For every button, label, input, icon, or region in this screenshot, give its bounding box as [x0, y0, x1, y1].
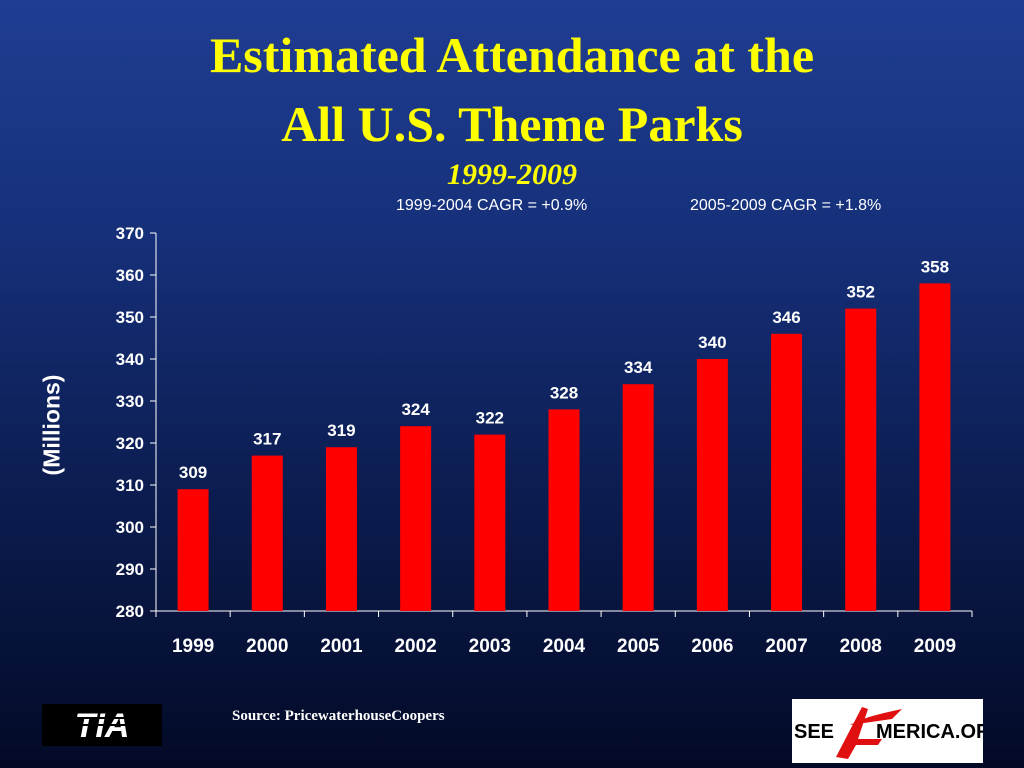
bar-2001 [325, 447, 357, 611]
x-tick-label-2004: 2004 [543, 636, 586, 657]
bar-1999 [177, 489, 209, 611]
x-tick-label-2002: 2002 [394, 636, 436, 657]
y-tick-label: 290 [116, 560, 144, 579]
bar-2005 [622, 384, 654, 611]
bar-2000 [251, 455, 283, 611]
y-tick-label: 320 [116, 434, 144, 453]
x-tick-label-2005: 2005 [617, 636, 660, 657]
x-tick-label-2009: 2009 [914, 636, 956, 657]
x-tick-label-2006: 2006 [691, 636, 733, 657]
source-note: Source: PricewaterhouseCoopers [232, 708, 445, 724]
x-tick-label-2000: 2000 [246, 636, 288, 657]
data-label-2006: 340 [698, 333, 726, 352]
x-tick-label-2007: 2007 [765, 636, 807, 657]
y-tick-label: 330 [116, 392, 144, 411]
bar-2007 [771, 333, 803, 611]
y-tick-label: 310 [116, 476, 144, 495]
data-label-1999: 309 [179, 463, 207, 482]
cagr-note-1999-2004: 1999-2004 CAGR = +0.9% [396, 197, 588, 214]
y-tick-label: 360 [116, 266, 144, 285]
data-label-2001: 319 [327, 421, 355, 440]
svg-text:MERICA.ORG: MERICA.ORG [876, 721, 983, 743]
bar-2004 [548, 409, 580, 611]
data-label-2005: 334 [624, 358, 653, 377]
x-tick-label-2001: 2001 [320, 636, 363, 657]
y-tick-label: 350 [116, 308, 144, 327]
see-america-logo: SEE MERICA.ORG [792, 699, 1006, 763]
y-tick-label: 370 [116, 224, 144, 243]
chart-subtitle: 1999-2009 [447, 158, 577, 191]
svg-text:SEE: SEE [794, 721, 834, 743]
data-label-2004: 328 [550, 383, 578, 402]
x-tick-label-2008: 2008 [840, 636, 882, 657]
data-label-2003: 322 [476, 409, 504, 428]
y-tick-label: 300 [116, 518, 144, 537]
bar-2009 [919, 283, 951, 611]
chart-title-line-2: All U.S. Theme Parks [281, 96, 743, 152]
bar-2006 [696, 359, 728, 611]
data-label-2009: 358 [921, 257, 949, 276]
bar-2003 [474, 434, 506, 611]
y-tick-label: 280 [116, 602, 144, 621]
data-label-2002: 324 [401, 400, 430, 419]
tia-logo: TIA [42, 704, 162, 746]
chart-title-line-1: Estimated Attendance at the [209, 27, 815, 83]
bar-2008 [845, 308, 877, 611]
bar-2002 [400, 426, 432, 611]
data-label-2000: 317 [253, 430, 281, 449]
data-label-2008: 352 [847, 283, 875, 302]
x-tick-label-2003: 2003 [469, 636, 511, 657]
cagr-note-2005-2009: 2005-2009 CAGR = +1.8% [690, 197, 882, 214]
data-label-2007: 346 [772, 308, 800, 327]
x-tick-label-1999: 1999 [172, 636, 214, 657]
y-tick-label: 340 [116, 350, 144, 369]
